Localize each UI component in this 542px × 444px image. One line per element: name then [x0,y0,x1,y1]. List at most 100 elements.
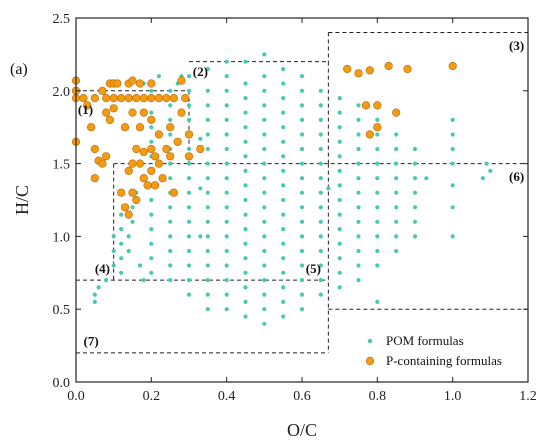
p-containing-point [196,144,205,154]
pom-point [141,278,146,283]
pom-point [205,234,210,239]
p-containing-point [139,174,148,183]
p-containing-point [135,79,145,88]
pom-point [281,314,286,319]
p-containing-point [98,86,107,95]
pom-point [262,278,267,283]
pom-point [126,248,131,254]
pom-point [224,248,229,254]
pom-point [484,161,489,166]
pom-point [450,161,455,166]
pom-point [198,234,203,239]
pom-point [186,103,192,108]
pom-point [111,234,116,239]
p-containing-point [177,108,186,117]
pom-point [205,66,210,72]
pom-point [375,263,380,268]
x-tick-label: 1.2 [519,389,537,404]
pom-point [356,205,361,210]
p-containing-point [143,181,152,190]
pom-point [450,205,455,210]
p-containing-point [162,144,171,154]
pom-point [299,88,305,93]
pom-point [243,125,248,130]
pom-point [262,234,267,239]
pom-point [281,256,286,261]
p-containing-point [448,61,457,71]
pom-point [262,74,267,79]
pom-point [299,263,305,268]
p-containing-point [113,79,122,88]
y-axis-title: H/C [12,185,32,215]
pom-point [318,219,323,224]
p-containing-point [132,195,141,205]
pom-point [119,227,124,232]
p-containing-point [124,210,133,219]
p-containing-point [132,144,141,154]
pom-point [168,161,173,166]
pom-point [394,146,399,152]
p-containing-point [147,144,156,154]
pom-point [186,292,192,297]
pom-point [318,205,323,210]
p-containing-point [343,64,352,74]
pom-point [262,88,267,93]
pom-point [198,136,203,141]
pom-point [137,263,143,268]
pom-point [299,248,305,254]
pom-point [262,321,267,326]
pom-point [281,125,286,130]
pom-point [186,219,192,224]
p-containing-point [373,123,382,132]
pom-point [186,248,192,254]
pom-point [299,161,305,166]
pom-point [281,299,286,304]
p-containing-point [135,123,145,132]
p-containing-point [154,130,163,139]
p-containing-point [101,93,111,103]
pom-point [149,212,154,217]
pom-point [186,234,192,239]
pom-point [262,307,267,312]
pom-point [375,146,380,152]
pom-point [119,212,124,217]
plot-frame [75,17,529,383]
p-containing-point [128,76,137,85]
pom-point [262,190,267,195]
pom-point [205,176,210,181]
pom-point [262,219,267,224]
pom-point [337,110,342,115]
pom-point [224,146,229,152]
pom-point [168,117,173,122]
pom-point [262,161,267,166]
series-pom-formulas [92,52,493,326]
x-tick-label: 0.4 [218,389,236,404]
p-containing-point [147,115,156,124]
pom-point [224,307,229,312]
pom-point [412,146,418,152]
pom-point [243,227,248,232]
pom-point [318,132,323,137]
x-tick-label: 0.8 [369,389,387,404]
pom-point [243,110,248,115]
pom-point [337,227,342,232]
pom-point [224,117,229,122]
pom-point [130,219,135,224]
pom-point [243,59,248,64]
y-tick-label: 1.5 [53,158,71,173]
p-containing-point [139,93,148,103]
p-containing-point [373,101,382,110]
pom-point [299,132,305,137]
pom-point [318,117,323,122]
p-containing-point [117,188,126,197]
p-containing-point [354,69,363,78]
pom-point [130,205,135,210]
pom-point [205,205,210,210]
pom-point [168,132,173,137]
pom-point [375,299,380,304]
pom-point [356,263,361,268]
pom-point [356,278,361,283]
pom-point [281,81,286,86]
